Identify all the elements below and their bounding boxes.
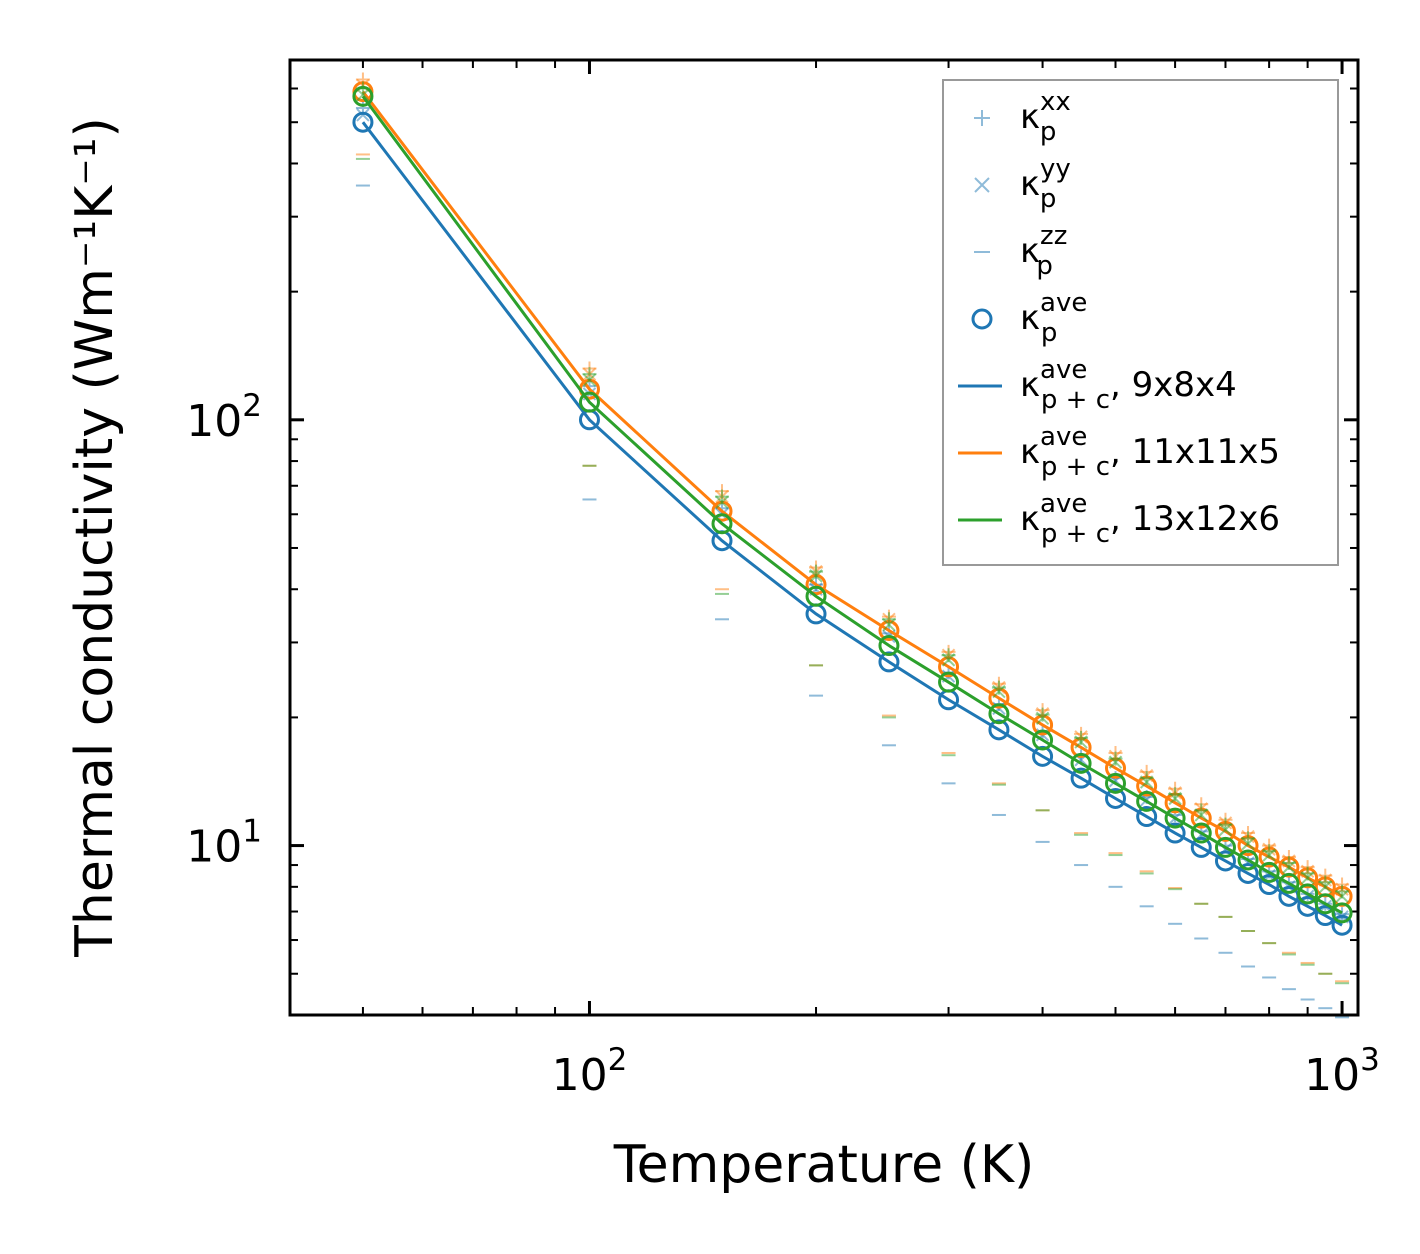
kyy-point: [941, 653, 956, 667]
kyy-point: [582, 373, 597, 387]
kave-point: [878, 651, 900, 673]
plot-frame: [288, 58, 1360, 1017]
kyy-point: [1035, 711, 1050, 726]
kave-point: [1314, 893, 1336, 915]
kave-pc-line: [361, 90, 1343, 898]
kyy-point: [1241, 837, 1255, 851]
kave-point: [1070, 767, 1092, 789]
legend-label: κave p + c, 11x11x5: [1020, 422, 1280, 482]
kyy-point: [1139, 775, 1154, 789]
kave-point: [1136, 790, 1158, 812]
legend-item: κave p + c, 11x11x5: [958, 422, 1280, 482]
kave-point: [938, 671, 960, 693]
legend-plus-marker: [974, 110, 990, 126]
kave-point: [1331, 902, 1353, 924]
kyy-point: [809, 569, 823, 583]
x-axis-label: Temperature (K): [613, 1135, 1035, 1195]
legend-cross-marker: [974, 177, 990, 193]
kave-pc-line: [361, 121, 1343, 927]
kave-pc-line: [361, 95, 1343, 915]
kyy-point: [715, 495, 729, 510]
kave-point: [1214, 836, 1236, 858]
kyy-point: [356, 108, 370, 122]
kave-point: [988, 719, 1010, 741]
kave-point: [1136, 806, 1158, 828]
data-series: [352, 72, 1353, 1019]
legend-label: κzz p: [1020, 221, 1067, 281]
kave-point: [1070, 752, 1092, 774]
legend-item: κyy p: [974, 154, 1071, 214]
legend-circle-marker: [971, 308, 993, 330]
kyy-point: [1168, 791, 1182, 806]
legend-label: κave p + c, 13x12x6: [1020, 489, 1280, 549]
x-tick-label: 102: [552, 1042, 628, 1101]
kave-point: [1331, 914, 1353, 936]
legend-item: κzz p: [974, 221, 1067, 281]
kave-point: [352, 85, 374, 107]
legend-label: κyy p: [1020, 154, 1071, 214]
kyy-point: [1318, 880, 1332, 894]
kave-point: [1164, 807, 1186, 829]
kave-point: [1237, 849, 1259, 871]
y-tick-label: 102: [186, 388, 262, 447]
legend-item: κave p + c, 9x8x4: [958, 355, 1237, 415]
kave-point: [1164, 822, 1186, 844]
kave-point: [1258, 861, 1280, 883]
kave-point: [1105, 787, 1127, 809]
kyy-point: [1335, 889, 1349, 904]
kave-point: [1258, 874, 1280, 896]
kyy-point: [992, 684, 1006, 699]
y-axis-label: Thermal conductivity (Wm⁻¹K⁻¹): [65, 117, 125, 958]
kave-point: [1190, 822, 1212, 844]
kave-point: [1190, 836, 1212, 858]
kave-point: [805, 585, 827, 607]
kave-point: [1214, 850, 1236, 872]
kyy-point: [1108, 755, 1123, 769]
legend-item: κave p + c, 13x12x6: [958, 489, 1280, 549]
legend-box: [942, 79, 1339, 566]
legend-label: κave p + c, 9x8x4: [1020, 355, 1237, 415]
kave-point: [1032, 729, 1054, 751]
kave-point: [1297, 883, 1319, 905]
kave-point: [878, 635, 900, 657]
kyy-point: [1074, 735, 1088, 749]
kyy-point: [1218, 822, 1233, 837]
kxx-point: [1335, 907, 1350, 922]
legend-item: κave p: [971, 288, 1087, 348]
kyy-point: [1282, 860, 1296, 874]
kave-point: [1237, 862, 1259, 884]
legend-label: κxx p: [1020, 87, 1071, 147]
legend-label: κave p: [1020, 288, 1087, 348]
kyy-point: [1194, 808, 1208, 822]
series-13x12x6: [352, 81, 1353, 985]
kave-point: [988, 703, 1010, 725]
kave-point: [1105, 772, 1127, 794]
kave-point: [352, 111, 374, 133]
kave-point: [1278, 872, 1300, 894]
x-tick-label: 103: [1304, 1042, 1380, 1101]
kyy-point: [1262, 848, 1276, 862]
y-tick-label: 101: [186, 814, 262, 873]
kyy-point: [356, 88, 370, 102]
legend: κxx p κyy p κzz p κave p κave p + c, 9x8x4 κave p +…: [942, 79, 1339, 566]
kyy-point: [1300, 871, 1315, 885]
legend-item: κxx p: [974, 87, 1071, 147]
kave-point: [1032, 745, 1054, 767]
kave-point: [711, 513, 733, 535]
kyy-point: [882, 618, 896, 632]
tick-labels: 102 103 101 102: [186, 388, 1380, 1101]
kave-point: [578, 391, 600, 413]
